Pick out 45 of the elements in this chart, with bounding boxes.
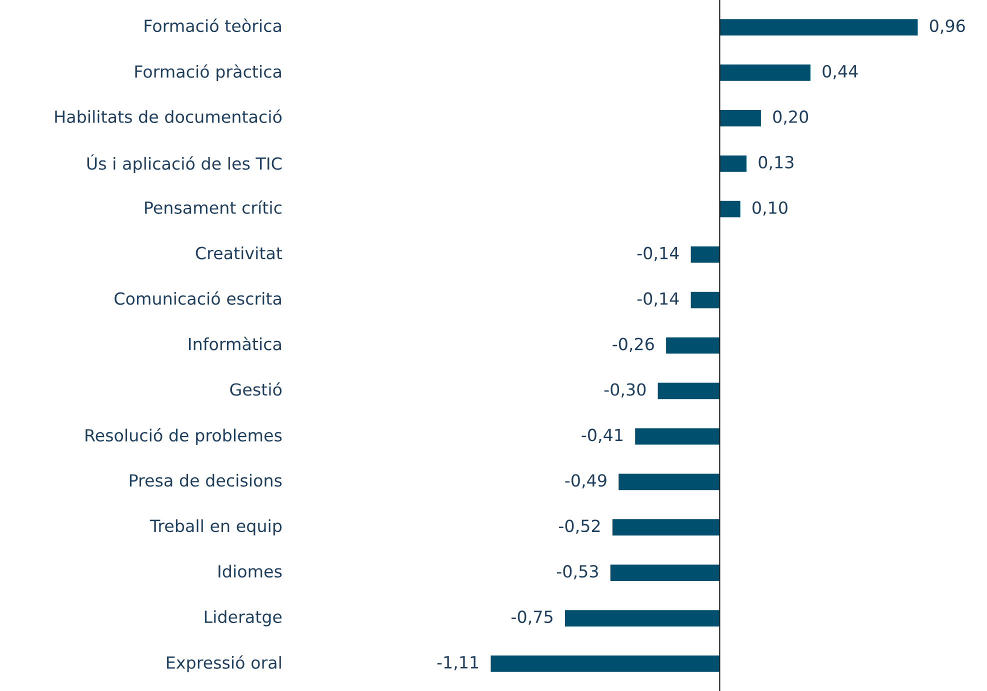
- bar: [720, 200, 740, 218]
- data-label: -1,11: [437, 656, 478, 670]
- y-tick-label: Informàtica: [189, 336, 281, 350]
- data-label: -0,75: [512, 610, 552, 625]
- y-tick-label: Comunicació escrita: [114, 291, 281, 305]
- data-label: 0,44: [822, 64, 858, 80]
- bar: [610, 564, 720, 581]
- bar: [690, 246, 720, 263]
- bar: [720, 155, 747, 172]
- y-tick-label: Expressió oral: [167, 655, 281, 672]
- y-tick-label: Ús i aplicació de les TIC: [87, 154, 282, 174]
- y-tick-label: Resolució de problemes: [86, 428, 282, 445]
- data-label: -0,14: [637, 246, 679, 262]
- bar: [690, 292, 720, 308]
- data-label: -0,26: [612, 338, 654, 352]
- data-label: -0,53: [556, 565, 598, 580]
- y-tick-label: Creativitat: [196, 246, 282, 260]
- data-label: -0,52: [559, 520, 600, 534]
- data-label: -0,30: [604, 383, 646, 398]
- bar: [618, 474, 720, 490]
- bar: [490, 656, 720, 672]
- y-tick-label: Lideratge: [204, 610, 282, 626]
- bar: [720, 64, 810, 81]
- y-tick-label: Habilitats de documentació: [55, 109, 282, 124]
- y-tick-label: Idiomes: [218, 564, 282, 578]
- data-label: -0,49: [565, 474, 606, 488]
- bar: [564, 610, 720, 626]
- data-label: 0,96: [930, 20, 965, 34]
- y-tick-label: Presa de decisions: [130, 474, 282, 487]
- data-label: -0,14: [637, 292, 679, 307]
- bar: [666, 337, 720, 354]
- y-tick-label: Gestió: [230, 382, 282, 396]
- bar: [658, 382, 720, 400]
- y-tick-label: Formació pràctica: [135, 64, 281, 82]
- bar: [612, 519, 720, 536]
- bar: [720, 110, 761, 126]
- data-label: -0,41: [582, 428, 622, 443]
- bar: [720, 19, 918, 36]
- y-tick-label: Pensament crític: [145, 200, 282, 214]
- y-tick-label: Treball en equip: [150, 519, 282, 536]
- y-tick-label: Formació teòrica: [144, 18, 281, 32]
- data-label: 0,10: [752, 201, 788, 216]
- data-label: 0,20: [773, 110, 808, 125]
- data-label: 0,13: [758, 156, 794, 170]
- bar: [635, 428, 720, 445]
